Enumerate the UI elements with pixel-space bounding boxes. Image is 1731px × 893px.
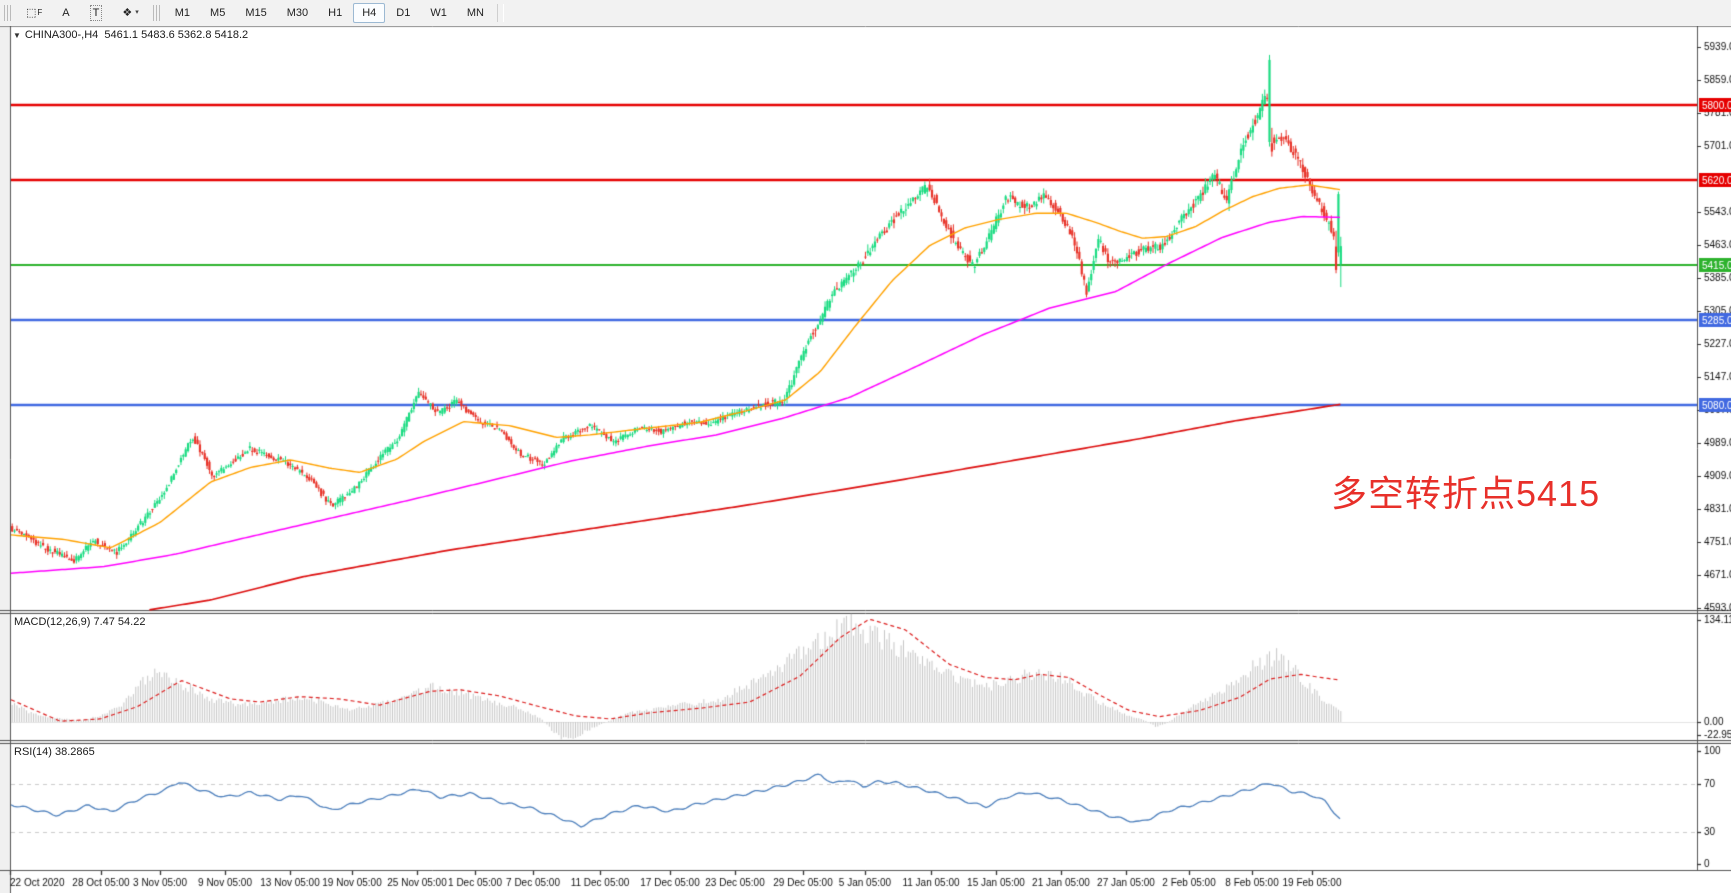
symbol-dropdown-icon[interactable]: ▼ [13, 31, 21, 40]
symbol-timeframe-label: CHINA300-,H4 [24, 29, 99, 41]
timeframe-button-M1[interactable]: M1 [174, 7, 191, 19]
timeframe-button-M30[interactable]: M30 [286, 7, 309, 19]
toolbar-separator [496, 4, 504, 22]
timeframe-toolbar: M1 M5 M15 M30 H1 H4 D1 W1 MN [165, 0, 494, 26]
toolbar: ⬚ F A T ❖ ▾ M1 M5 M15 M30 H1 H4 D1 W1 MN [0, 0, 1731, 27]
timeframe-button-W1[interactable]: W1 [430, 7, 447, 19]
text-label-tool-button[interactable]: A [62, 7, 70, 19]
chart-text-annotation: 多空转折点5415 [1331, 473, 1601, 514]
timeframe-button-H1[interactable]: H1 [328, 7, 343, 19]
chart-tools-group: ⬚ F A T ❖ ▾ [16, 0, 149, 26]
chart-header: ▼ CHINA300-,H4 5461.1 5483.6 5362.8 5418.… [13, 29, 248, 41]
timeframe-button-M5[interactable]: M5 [210, 7, 226, 19]
macd-indicator-label: MACD(12,26,9) 7.47 54.22 [14, 616, 146, 628]
timeframe-button-M15[interactable]: M15 [245, 7, 267, 19]
timeframe-button-D1[interactable]: D1 [396, 7, 411, 19]
timeframe-button-MN[interactable]: MN [466, 7, 484, 19]
toolbar-grip[interactable] [4, 5, 12, 21]
timeframe-button-H4[interactable]: H4 [353, 3, 386, 23]
price-chart-canvas[interactable] [0, 26, 1731, 893]
ohlc-values: 5461.1 5483.6 5362.8 5418.2 [104, 29, 249, 41]
toolbar-grip-2[interactable] [152, 5, 161, 21]
pointer-grid-f-tool-button[interactable]: ⬚ F [26, 7, 43, 19]
shapes-tool-button[interactable]: ❖ ▾ [122, 7, 139, 19]
text-box-tool-button[interactable]: T [81, 2, 112, 24]
rsi-indicator-label: RSI(14) 38.2865 [14, 746, 95, 758]
